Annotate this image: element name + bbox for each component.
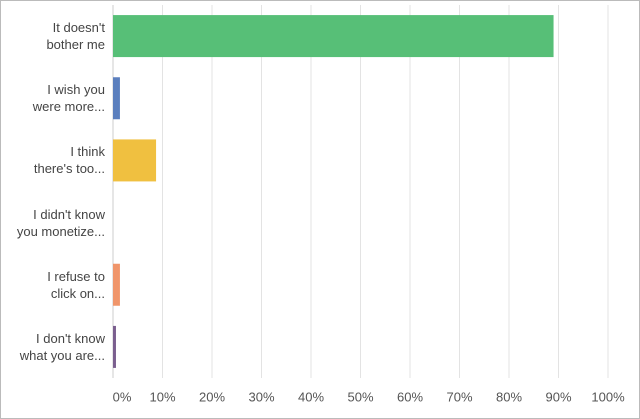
x-tick-label: 100% bbox=[591, 389, 625, 404]
x-tick-label: 90% bbox=[545, 389, 571, 404]
y-tick-label: I think there's too... bbox=[33, 144, 105, 177]
x-tick-label: 60% bbox=[397, 389, 423, 404]
x-tick-label: 20% bbox=[199, 389, 225, 404]
x-tick-label: 0% bbox=[113, 389, 132, 404]
bar bbox=[113, 77, 120, 120]
y-tick-label: I don't know what you are... bbox=[19, 330, 105, 363]
bar bbox=[113, 139, 157, 182]
x-tick-label: 40% bbox=[298, 389, 324, 404]
y-tick-label: I wish you were more... bbox=[32, 82, 105, 115]
bar bbox=[113, 15, 554, 58]
x-tick-label: 30% bbox=[248, 389, 274, 404]
y-tick-label: It doesn't bother me bbox=[46, 20, 105, 53]
bar bbox=[113, 263, 120, 306]
bar bbox=[113, 325, 116, 368]
y-tick-label: I refuse to click on... bbox=[47, 268, 105, 301]
x-tick-label: 10% bbox=[149, 389, 175, 404]
x-tick-label: 70% bbox=[446, 389, 472, 404]
y-tick-label: I didn't know you monetize... bbox=[16, 206, 105, 239]
x-tick-label: 50% bbox=[347, 389, 373, 404]
x-tick-label: 80% bbox=[496, 389, 522, 404]
